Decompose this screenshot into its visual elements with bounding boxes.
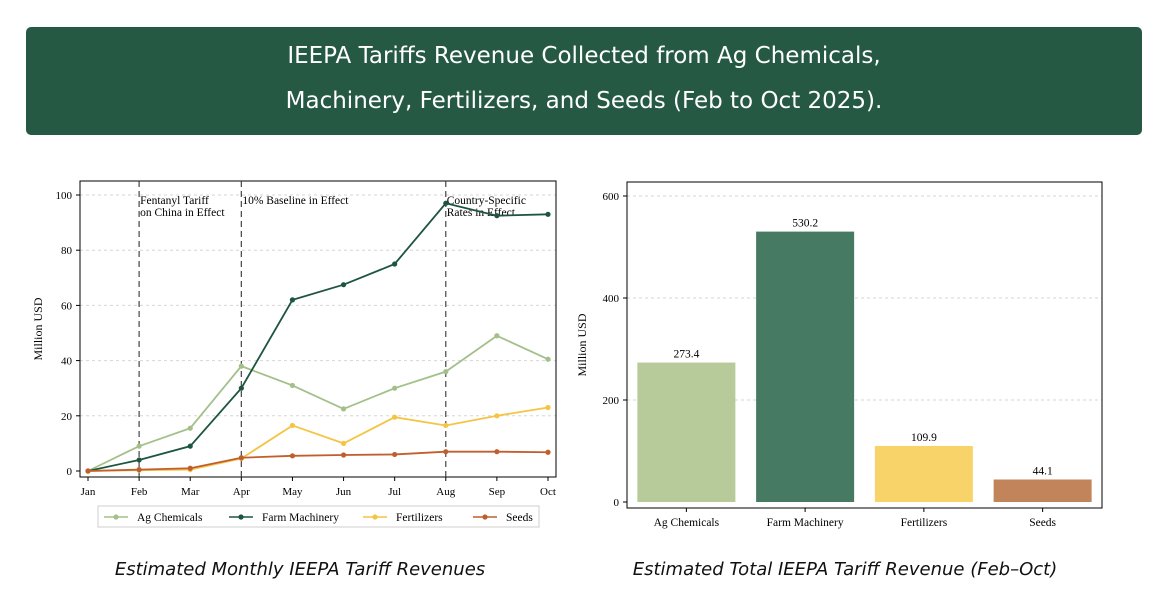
data-point — [136, 457, 142, 463]
bar — [993, 479, 1092, 502]
data-point — [136, 443, 142, 449]
bar-value-label: 44.1 — [1033, 466, 1053, 478]
data-point — [392, 451, 398, 458]
data-point — [136, 467, 142, 473]
x-tick-label: Ag Chemicals — [654, 517, 720, 529]
data-point — [545, 356, 551, 362]
data-point — [289, 297, 296, 303]
bar-value-label: 273.4 — [673, 349, 699, 361]
x-tick-label: Sep — [489, 486, 506, 498]
event-annotation: Country-Specific — [447, 195, 526, 207]
x-tick-label: Oct — [540, 486, 556, 498]
x-tick-label: Jan — [81, 486, 96, 498]
data-point — [545, 404, 551, 411]
y-tick-label: 100 — [56, 190, 73, 202]
event-annotation: Rates in Effect — [447, 207, 516, 219]
bar-value-label: 530.2 — [792, 218, 818, 230]
series-line — [87, 450, 549, 472]
data-point — [545, 211, 551, 217]
title-line-2: Machinery, Fertilizers, and Seeds (Feb t… — [285, 88, 883, 114]
y-tick-label: 80 — [61, 245, 73, 257]
y-tick-label: 0 — [614, 497, 620, 509]
data-point — [392, 414, 398, 420]
x-tick-label: Jun — [336, 486, 352, 498]
data-point — [494, 413, 500, 419]
x-tick-label: Apr — [233, 486, 250, 498]
data-point — [340, 406, 347, 412]
x-tick-label: Seeds — [1029, 517, 1056, 529]
legend-label: Fertilizers — [396, 512, 443, 524]
bar-chart-caption: Estimated Total IEEPA Tariff Revenue (Fe… — [632, 559, 1058, 580]
data-point — [494, 449, 500, 455]
data-point — [289, 382, 296, 389]
data-point — [392, 385, 398, 391]
plot-frame — [626, 181, 1103, 509]
y-tick-label: 60 — [61, 300, 73, 312]
x-tick-label: Aug — [436, 486, 455, 498]
legend-frame — [97, 505, 540, 528]
x-tick-label: Farm Machinery — [767, 517, 844, 529]
data-point — [340, 282, 347, 288]
event-annotation: on China in Effect — [140, 207, 225, 219]
series-line — [87, 202, 549, 472]
legend-marker — [482, 514, 488, 520]
bar — [756, 231, 855, 502]
title-line-1: IEEPA Tariffs Revenue Collected from Ag … — [287, 43, 881, 69]
data-point — [340, 452, 347, 458]
series-line — [87, 334, 549, 472]
x-tick-label: Fertilizers — [901, 517, 948, 529]
data-point — [545, 449, 551, 455]
x-tick-label: Feb — [131, 486, 148, 498]
event-annotation: Fentanyl Tariff — [140, 195, 209, 207]
bar — [637, 362, 736, 502]
data-point — [443, 369, 449, 375]
data-point — [494, 213, 500, 219]
y-tick-label: 20 — [61, 411, 73, 423]
x-tick-label: Jul — [388, 486, 401, 498]
monthly-revenue-line-chart: 0 20 40 60 80 100 Jan Feb Mar Apr May Jun Jul Aug Sep O… — [31, 180, 557, 528]
data-point — [443, 200, 449, 206]
y-tick-label: 40 — [61, 356, 73, 368]
data-point — [238, 363, 244, 369]
legend-label: Ag Chemicals — [137, 512, 203, 524]
y-axis-label: Million USD — [31, 297, 45, 360]
legend-label: Farm Machinery — [262, 512, 339, 524]
y-tick-label: 600 — [603, 191, 620, 203]
bar — [874, 445, 973, 502]
x-tick-label: May — [282, 486, 303, 498]
data-point — [443, 449, 449, 455]
title-banner: IEEPA Tariffs Revenue Collected from Ag … — [26, 27, 1142, 135]
bar-value-label: 109.9 — [911, 432, 937, 444]
legend: Ag Chemicals Farm Machinery Fertilizers See… — [97, 505, 540, 528]
legend-marker — [238, 514, 244, 520]
data-point — [187, 465, 193, 471]
data-point — [85, 468, 91, 474]
line-chart-caption: Estimated Monthly IEEPA Tariff Revenues — [114, 559, 486, 580]
data-point — [494, 333, 500, 339]
x-tick-label: Mar — [181, 486, 200, 498]
data-point — [443, 422, 449, 429]
data-point — [187, 443, 193, 449]
data-point — [289, 422, 296, 429]
legend-label: Seeds — [506, 512, 533, 524]
y-tick-label: 200 — [603, 395, 620, 407]
total-revenue-bar-chart: 0 200 400 600 Million USD 273.4 Ag Chemicals 53… — [575, 181, 1103, 529]
y-tick-label: 400 — [603, 293, 620, 305]
legend-marker — [372, 514, 378, 520]
data-point — [340, 440, 347, 446]
plot-frame — [79, 180, 557, 478]
data-point — [238, 385, 244, 391]
data-point — [238, 455, 244, 461]
data-point — [392, 261, 398, 267]
series-line — [87, 406, 549, 472]
data-point — [289, 453, 296, 459]
data-point — [187, 425, 193, 431]
y-tick-label: 0 — [67, 466, 73, 478]
y-axis-label: Million USD — [575, 313, 589, 376]
event-annotation: 10% Baseline in Effect — [242, 195, 349, 207]
legend-marker — [113, 514, 119, 520]
